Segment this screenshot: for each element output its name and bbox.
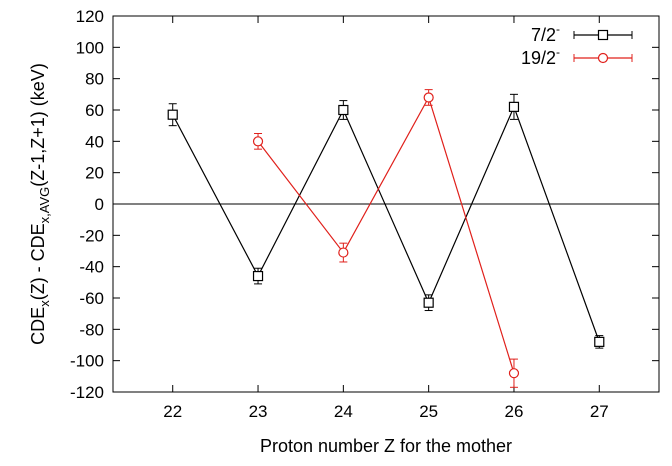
x-tick-label: 25	[419, 402, 438, 421]
legend-label-base: 19/2	[521, 48, 556, 68]
data-point	[594, 336, 605, 347]
x-tick-label: 26	[505, 402, 524, 421]
y-tick-label: 60	[85, 101, 104, 120]
series-nineteen-halves	[252, 89, 520, 388]
legend-label: 19/2-	[521, 45, 560, 68]
y-tick-label: -60	[79, 289, 104, 308]
y-title-part: (Z) - CDE	[28, 223, 48, 300]
data-point	[508, 368, 520, 379]
x-tick-label: 24	[334, 402, 353, 421]
y-title-part: CDE	[28, 307, 48, 345]
legend-item: 19/2-	[521, 45, 633, 68]
series-layer	[167, 89, 605, 388]
y-tick-label: -20	[79, 226, 104, 245]
x-axis-title: Proton number Z for the mother	[260, 436, 512, 456]
data-point	[508, 101, 520, 112]
y-tick-label: 0	[95, 195, 104, 214]
data-point	[338, 247, 349, 258]
data-point	[423, 92, 434, 103]
y-tick-label: 100	[76, 38, 104, 57]
y-tick-label: -120	[70, 383, 104, 402]
data-point	[423, 297, 434, 308]
data-point	[252, 270, 264, 282]
y-tick-label: 120	[76, 7, 104, 26]
y-title-subscript: x	[37, 300, 52, 307]
data-point	[167, 109, 178, 120]
legend-label: 7/2-	[531, 22, 560, 45]
series-seven-halves	[167, 93, 605, 349]
legend-marker	[597, 52, 609, 64]
legend: 7/2-19/2-	[521, 22, 633, 68]
x-tick-label: 27	[590, 402, 609, 421]
y-tick-label: 40	[85, 132, 104, 151]
legend-marker	[597, 29, 609, 41]
x-tick-labels: 22 23 24 25 26 27	[163, 402, 608, 421]
series-line	[172, 105, 600, 343]
y-tick-label: -80	[79, 320, 104, 339]
legend-label-base: 7/2	[531, 25, 556, 45]
plot-frame	[112, 15, 660, 393]
y-title-subscript: x,AVG	[37, 187, 52, 224]
x-tick-label: 23	[249, 402, 268, 421]
y-title-part: (Z-1,Z+1) (keV)	[28, 63, 48, 187]
series-line	[257, 95, 515, 374]
data-point	[338, 104, 349, 116]
data-point	[252, 136, 264, 147]
y-tick-label: -100	[70, 352, 104, 371]
legend-label-sup: -	[556, 22, 560, 36]
legend-item: 7/2-	[531, 22, 633, 45]
y-tick-label: 80	[85, 70, 104, 89]
y-tick-label: -40	[79, 258, 104, 277]
legend-label-sup: -	[556, 45, 560, 59]
y-axis-title: CDEx(Z) - CDEx,AVG(Z-1,Z+1) (keV)	[28, 63, 52, 345]
y-tick-label: 20	[85, 164, 104, 183]
x-tick-label: 22	[163, 402, 182, 421]
y-tick-labels: -120 -100 -80 -60 -40 -20 0 20 40 60 80 100 120	[70, 7, 104, 402]
